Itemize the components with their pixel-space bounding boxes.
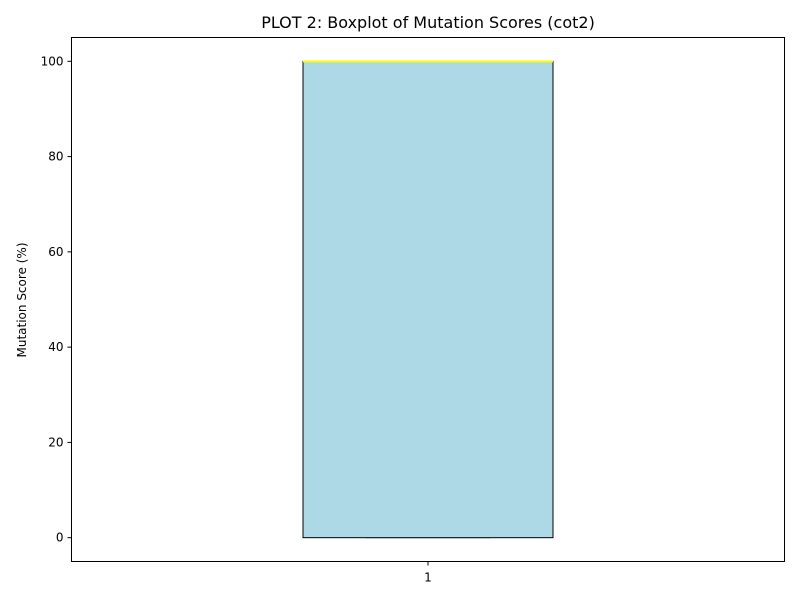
plot-area: 0 20 40 60 80 100 1 xyxy=(41,54,554,585)
y-tick-label: 80 xyxy=(48,150,63,164)
y-tick-label: 0 xyxy=(56,531,64,545)
box xyxy=(302,60,554,539)
y-tick-label: 40 xyxy=(48,340,63,354)
plot-frame xyxy=(71,37,785,562)
y-tick-label: 20 xyxy=(48,435,63,449)
y-tick-label: 60 xyxy=(48,245,63,259)
y-axis-label: Mutation Score (%) xyxy=(15,242,29,357)
y-tick-label: 100 xyxy=(41,54,64,68)
x-tick-label: 1 xyxy=(424,571,432,585)
chart-title: PLOT 2: Boxplot of Mutation Scores (cot2… xyxy=(261,13,595,32)
